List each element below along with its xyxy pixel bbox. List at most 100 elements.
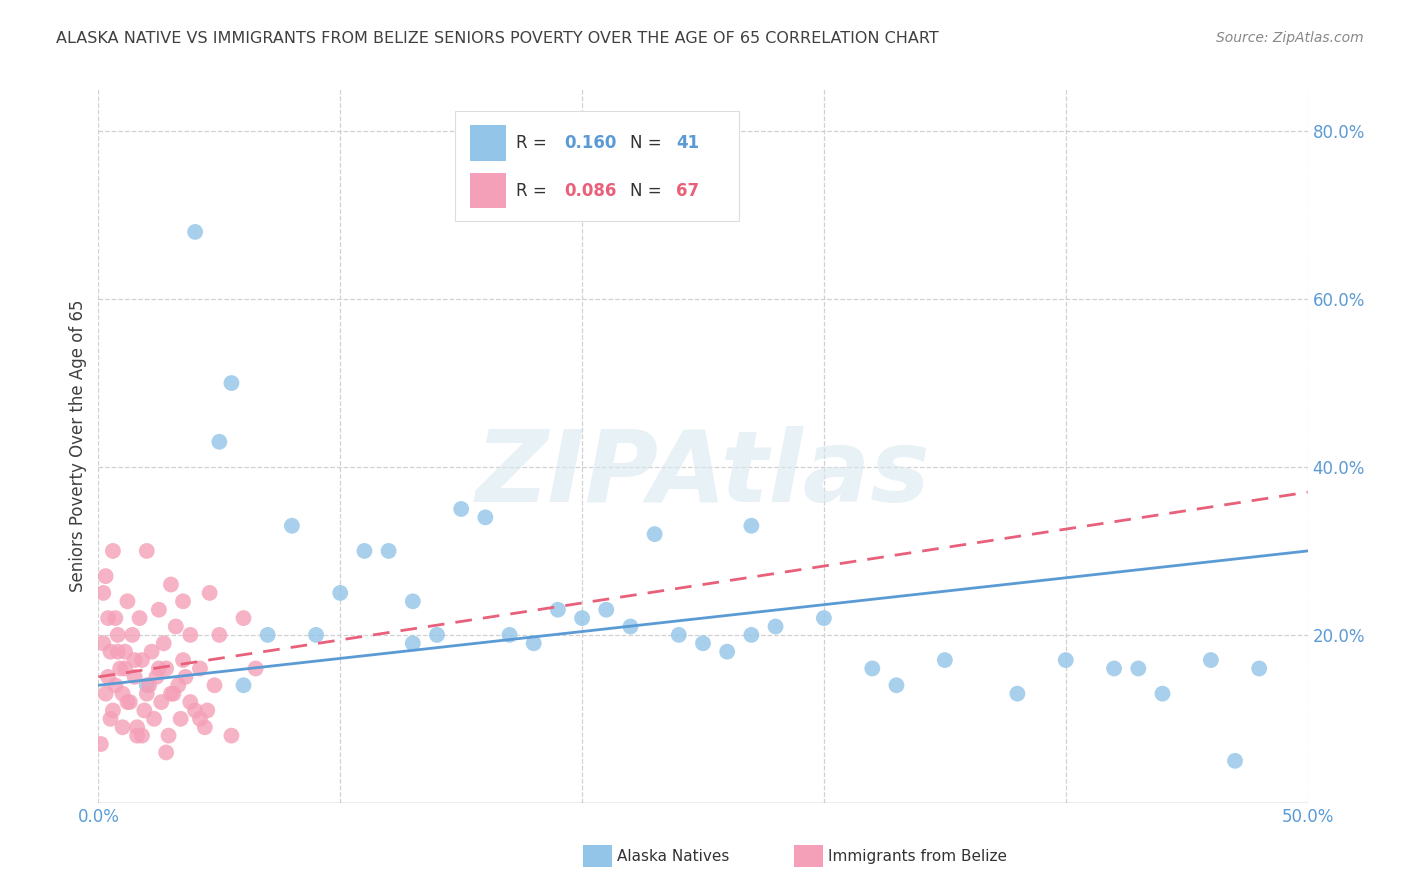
Point <box>184 225 207 239</box>
Text: Alaska Natives: Alaska Natives <box>617 849 730 863</box>
Point <box>157 729 180 743</box>
Point <box>188 661 211 675</box>
Point <box>668 628 690 642</box>
Text: R =: R = <box>516 134 551 152</box>
Point <box>148 603 170 617</box>
Point <box>143 712 166 726</box>
Point <box>138 678 160 692</box>
Text: 0.160: 0.160 <box>564 134 616 152</box>
Point <box>860 661 883 675</box>
Point <box>121 628 143 642</box>
Point <box>90 737 112 751</box>
Point <box>152 636 174 650</box>
Point <box>174 670 197 684</box>
Point <box>100 712 122 726</box>
Point <box>426 628 449 642</box>
Point <box>377 544 399 558</box>
Point <box>179 695 201 709</box>
Point <box>188 712 211 726</box>
Point <box>91 636 114 650</box>
Point <box>232 611 254 625</box>
Point <box>101 544 124 558</box>
Point <box>402 636 425 650</box>
Point <box>256 628 278 642</box>
Point <box>100 645 122 659</box>
Point <box>1128 661 1150 675</box>
Point <box>813 611 835 625</box>
Point <box>167 678 190 692</box>
Text: 67: 67 <box>676 182 700 200</box>
Point <box>97 611 120 625</box>
Point <box>114 661 136 675</box>
Point <box>194 720 217 734</box>
Point <box>353 544 375 558</box>
Point <box>1054 653 1077 667</box>
Point <box>595 603 617 617</box>
Point <box>765 619 787 633</box>
Point <box>135 678 157 692</box>
FancyBboxPatch shape <box>470 125 506 161</box>
Text: 41: 41 <box>676 134 700 152</box>
Point <box>127 729 149 743</box>
Point <box>135 687 157 701</box>
Point <box>1199 653 1222 667</box>
Point <box>101 703 124 717</box>
Point <box>160 687 183 701</box>
FancyBboxPatch shape <box>470 173 506 209</box>
Point <box>547 603 569 617</box>
Point <box>208 628 231 642</box>
Point <box>172 594 194 608</box>
Point <box>329 586 352 600</box>
Point <box>934 653 956 667</box>
Point <box>131 729 153 743</box>
Point <box>169 712 191 726</box>
Point <box>94 687 117 701</box>
Point <box>118 695 141 709</box>
Text: Source: ZipAtlas.com: Source: ZipAtlas.com <box>1216 31 1364 45</box>
Text: 0.086: 0.086 <box>564 182 616 200</box>
Point <box>716 645 738 659</box>
Point <box>740 628 762 642</box>
Point <box>111 720 134 734</box>
Point <box>198 586 221 600</box>
Point <box>1152 687 1174 701</box>
Point <box>172 653 194 667</box>
Y-axis label: Seniors Poverty Over the Age of 65: Seniors Poverty Over the Age of 65 <box>69 300 87 592</box>
Point <box>498 628 520 642</box>
Point <box>221 376 243 390</box>
Point <box>148 661 170 675</box>
Point <box>402 594 425 608</box>
Point <box>305 628 328 642</box>
Point <box>162 687 184 701</box>
Point <box>114 645 136 659</box>
Point <box>104 611 127 625</box>
Point <box>179 628 201 642</box>
Point <box>245 661 267 675</box>
Text: ZIPAtlas: ZIPAtlas <box>475 426 931 523</box>
Point <box>128 611 150 625</box>
Point <box>97 670 120 684</box>
Point <box>127 720 149 734</box>
FancyBboxPatch shape <box>456 111 740 221</box>
Point <box>117 594 139 608</box>
Point <box>886 678 908 692</box>
Point <box>204 678 226 692</box>
Text: N =: N = <box>630 134 668 152</box>
Point <box>104 678 127 692</box>
Point <box>145 670 167 684</box>
Point <box>108 661 131 675</box>
Point <box>107 628 129 642</box>
Point <box>155 661 177 675</box>
Point <box>1249 661 1271 675</box>
Point <box>135 544 157 558</box>
Point <box>740 518 762 533</box>
Point <box>94 569 117 583</box>
Point <box>1223 754 1246 768</box>
Point <box>107 645 129 659</box>
Point <box>117 695 139 709</box>
Point <box>131 653 153 667</box>
Point <box>450 502 472 516</box>
Text: ALASKA NATIVE VS IMMIGRANTS FROM BELIZE SENIORS POVERTY OVER THE AGE OF 65 CORRE: ALASKA NATIVE VS IMMIGRANTS FROM BELIZE … <box>56 31 939 46</box>
Point <box>155 746 177 760</box>
Point <box>208 434 231 449</box>
